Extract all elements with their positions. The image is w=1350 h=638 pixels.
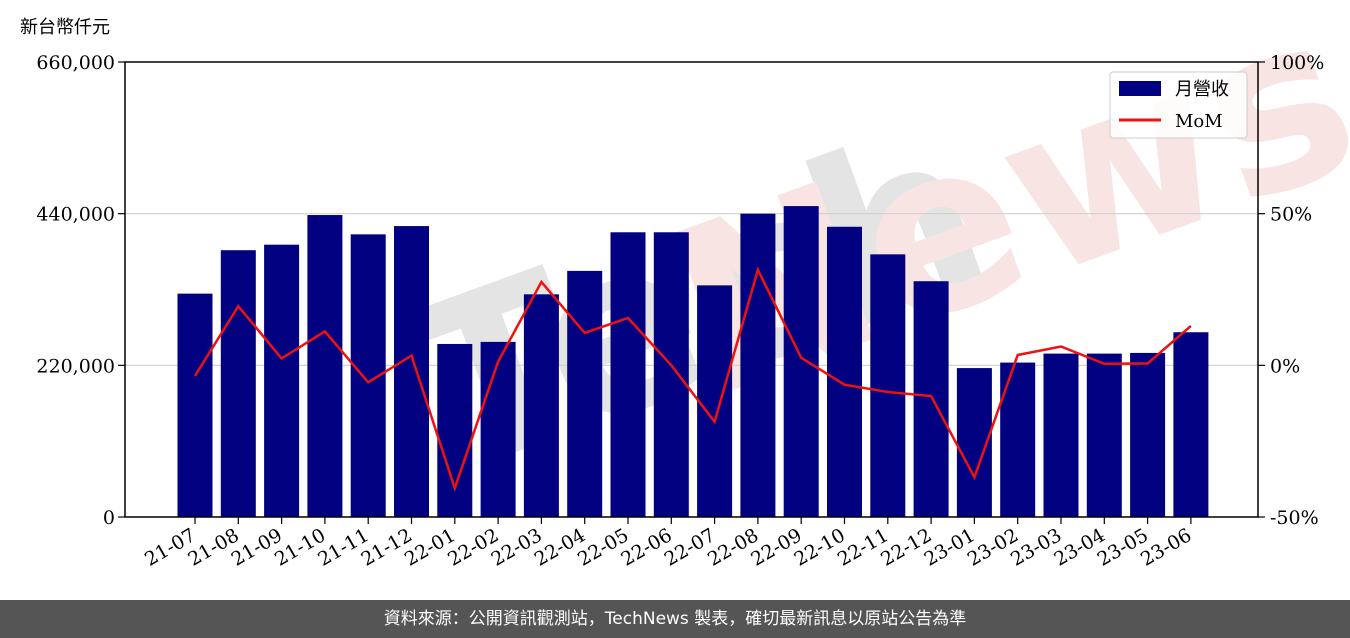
bar-22-08 <box>740 213 776 517</box>
right-y-axis: -50% 0% 50% 100% <box>1258 52 1324 529</box>
bar-22-10 <box>827 226 862 518</box>
legend-label-mom: MoM <box>1175 111 1223 132</box>
mom-line-series <box>193 266 1192 493</box>
right-tick-label: 50% <box>1270 204 1312 226</box>
right-tick-label: 100% <box>1270 52 1324 74</box>
legend: 月營收 MoM <box>1109 71 1248 139</box>
bar-21-09 <box>264 244 300 517</box>
y-axis-unit-label: 新台幣仟元 <box>20 17 110 38</box>
bar-22-02 <box>480 341 516 517</box>
bar-23-04 <box>1086 353 1122 517</box>
x-axis: 21-0721-0821-0921-1021-1121-1222-0122-02… <box>141 517 1195 571</box>
plot-frame <box>124 61 1259 518</box>
bar-22-06 <box>653 232 689 517</box>
left-tick-label: 440,000 <box>36 204 115 226</box>
bar-23-06 <box>1173 332 1209 517</box>
left-tick-label: 220,000 <box>36 355 115 377</box>
bar-22-11 <box>870 254 906 517</box>
bar-21-10 <box>307 215 343 517</box>
legend-swatch-bar <box>1119 81 1161 96</box>
bar-22-05 <box>610 232 646 517</box>
bar-21-07 <box>177 293 213 517</box>
legend-label-revenue: 月營收 <box>1175 79 1229 100</box>
bar-23-02 <box>1000 362 1036 517</box>
bar-22-03 <box>523 294 559 517</box>
bar-22-12 <box>913 281 949 517</box>
bar-21-08 <box>220 250 256 518</box>
source-footer: 資料來源：公開資訊觀測站，TechNews 製表，確切最新訊息以原站公告為準 <box>0 600 1350 638</box>
left-tick-label: 0 <box>103 507 115 529</box>
bar-23-03 <box>1043 353 1079 517</box>
right-tick-label: -50% <box>1270 507 1319 529</box>
mom-line <box>193 266 1192 493</box>
left-y-axis: 0 220,000 440,000 660,000 <box>36 52 125 529</box>
bar-22-07 <box>697 285 733 517</box>
bar-series <box>177 206 1209 518</box>
right-tick-label: 0% <box>1270 355 1300 377</box>
bar-22-04 <box>567 270 603 517</box>
source-footer-text: 資料來源：公開資訊觀測站，TechNews 製表，確切最新訊息以原站公告為準 <box>383 609 967 629</box>
left-tick-label: 660,000 <box>36 52 115 74</box>
x-tick-label: 23-06 <box>1137 524 1195 570</box>
bar-21-12 <box>394 226 429 518</box>
bar-22-09 <box>783 206 819 518</box>
bar-23-05 <box>1130 352 1166 517</box>
